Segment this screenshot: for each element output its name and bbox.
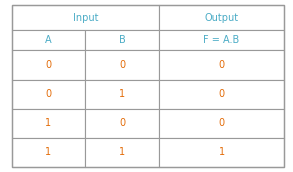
Bar xyxy=(12,30,85,50)
Text: 1: 1 xyxy=(219,147,225,157)
Bar xyxy=(12,109,85,138)
Text: 0: 0 xyxy=(219,118,225,128)
Text: 1: 1 xyxy=(119,89,125,99)
Bar xyxy=(85,79,159,109)
Text: 1: 1 xyxy=(119,147,125,157)
Text: 0: 0 xyxy=(45,60,52,70)
Text: 1: 1 xyxy=(45,147,52,157)
Bar xyxy=(159,79,284,109)
Bar xyxy=(159,30,284,50)
Bar xyxy=(159,109,284,138)
Bar xyxy=(159,50,284,79)
Bar xyxy=(12,138,85,167)
Text: Output: Output xyxy=(205,13,239,23)
Bar xyxy=(85,30,159,50)
Text: Input: Input xyxy=(73,13,98,23)
Bar xyxy=(12,5,159,30)
Bar xyxy=(159,138,284,167)
Bar xyxy=(85,138,159,167)
Text: 0: 0 xyxy=(45,89,52,99)
Bar xyxy=(159,5,284,30)
Text: 0: 0 xyxy=(119,60,125,70)
Bar xyxy=(12,50,85,79)
Bar xyxy=(12,79,85,109)
Bar xyxy=(85,50,159,79)
Text: B: B xyxy=(119,35,125,45)
Text: A: A xyxy=(45,35,52,45)
Text: 1: 1 xyxy=(45,118,52,128)
Text: 0: 0 xyxy=(219,89,225,99)
Text: F = A.B: F = A.B xyxy=(203,35,240,45)
Text: 0: 0 xyxy=(219,60,225,70)
Bar xyxy=(85,109,159,138)
Text: 0: 0 xyxy=(119,118,125,128)
